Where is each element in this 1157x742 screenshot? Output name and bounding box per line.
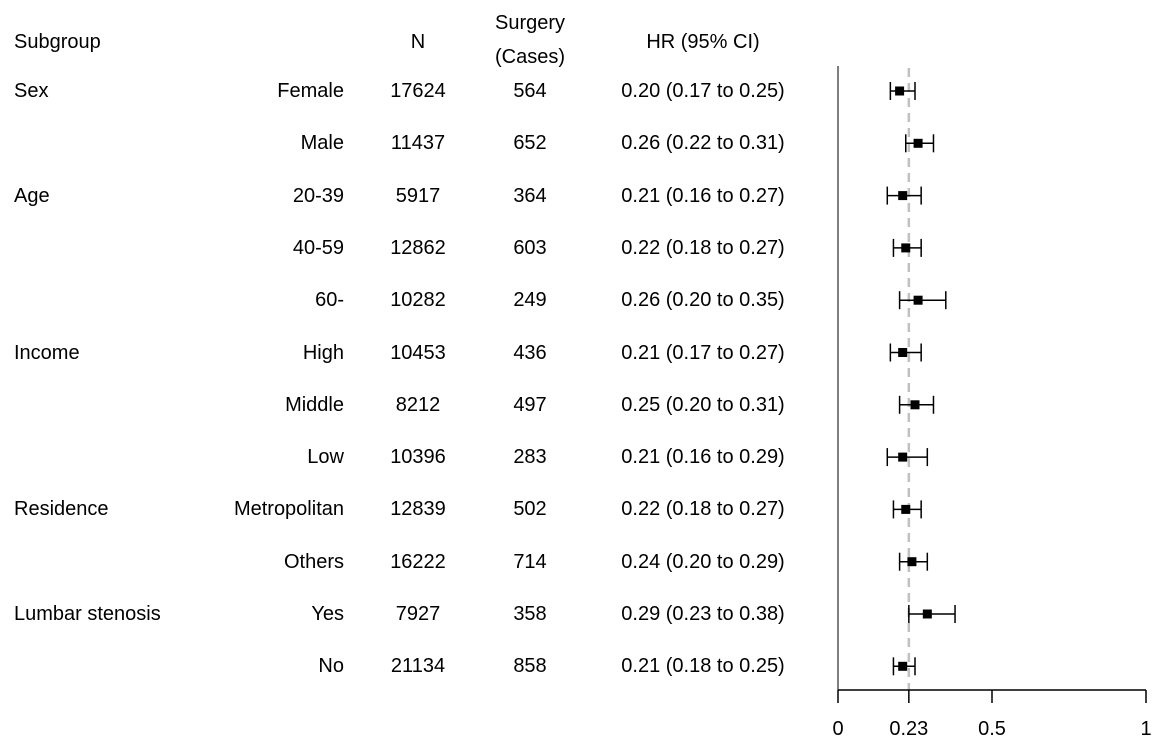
row-group-label: Sex — [14, 80, 49, 102]
row-level-label: No — [318, 655, 344, 677]
row-level-label: Middle — [285, 394, 344, 416]
hr-point — [898, 348, 908, 357]
hr-point — [922, 609, 932, 619]
hr-point — [913, 138, 923, 148]
row-level-label: Metropolitan — [233, 498, 344, 520]
hr-point — [898, 452, 908, 462]
hr-point — [895, 86, 905, 96]
row-level-label: Female — [277, 80, 344, 102]
header-hr: HR (95% CI) — [646, 31, 760, 53]
x-tick-label: 0 — [832, 718, 843, 740]
hr-point — [901, 243, 911, 253]
hr-point — [901, 504, 911, 514]
row-level-label: 60- — [315, 289, 344, 311]
row-level-label: Others — [283, 551, 344, 573]
header-surgery-line1: Surgery — [494, 12, 566, 34]
hr-point — [898, 191, 908, 201]
x-tick-label: 0.5 — [978, 718, 1006, 740]
row-level-label: Yes — [311, 603, 344, 625]
row-level-label: Low — [307, 446, 344, 468]
x-tick-label: 1 — [1140, 718, 1151, 740]
header-surgery-line2: (Cases) — [494, 46, 566, 68]
hr-point — [910, 400, 920, 410]
row-group-label: Age — [14, 185, 50, 207]
row-group-label: Lumbar stenosis — [14, 603, 161, 625]
header-n: N — [410, 31, 426, 53]
header-subgroup: Subgroup — [14, 31, 101, 53]
hr-point — [913, 295, 923, 305]
hr-point — [907, 557, 917, 567]
row-group-label: Residence — [14, 498, 109, 520]
hr-point — [898, 661, 908, 671]
row-level-label: Male — [300, 132, 344, 154]
row-group-label: Income — [14, 342, 80, 364]
row-level-label: 20-39 — [292, 185, 344, 207]
row-level-label: 40-59 — [292, 237, 344, 259]
row-level-label: High — [302, 342, 344, 364]
x-tick-label: 0.23 — [889, 718, 928, 740]
